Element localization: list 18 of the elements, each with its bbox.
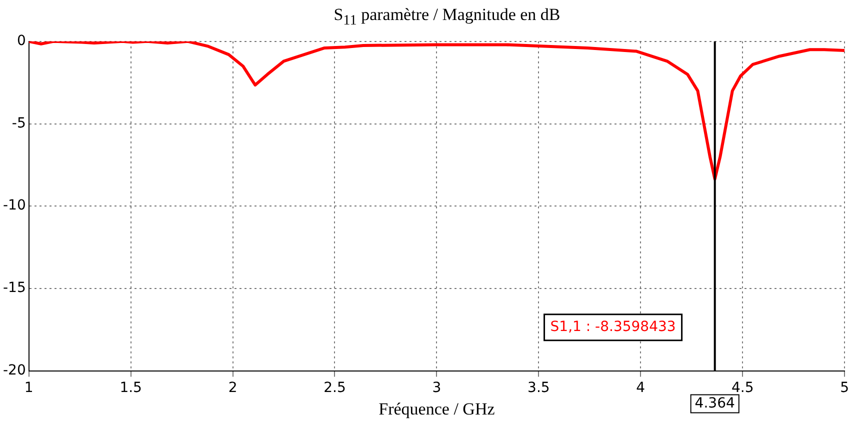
chart-title: S$_{11}$ paramètre / Magnitude en dB [332,4,562,30]
y-tick-label: -15 [2,280,26,296]
y-tick-label: -10 [2,198,26,214]
x-tick-label: 1 [24,380,34,396]
x-tick-label: 1.5 [120,380,142,396]
ref-line-label: 4.364 [694,395,735,412]
x-tick-label: 4 [636,380,646,396]
y-tick-label: -5 [12,115,26,132]
x-tick-label: 2 [228,380,238,396]
x-tick-label: 4.5 [731,380,754,396]
x-tick-label: 2.5 [324,380,346,396]
x-axis-title: Fréquence / GHz [378,399,496,418]
annotation: S1,1 : -8.3598433 [550,318,676,335]
y-tick-label: -20 [2,362,26,378]
x-tick-label: 3 [432,380,442,396]
x-tick-label: 3.5 [528,380,550,396]
y-tick-label: 0 [16,33,26,50]
x-tick-label: 5 [840,380,850,396]
